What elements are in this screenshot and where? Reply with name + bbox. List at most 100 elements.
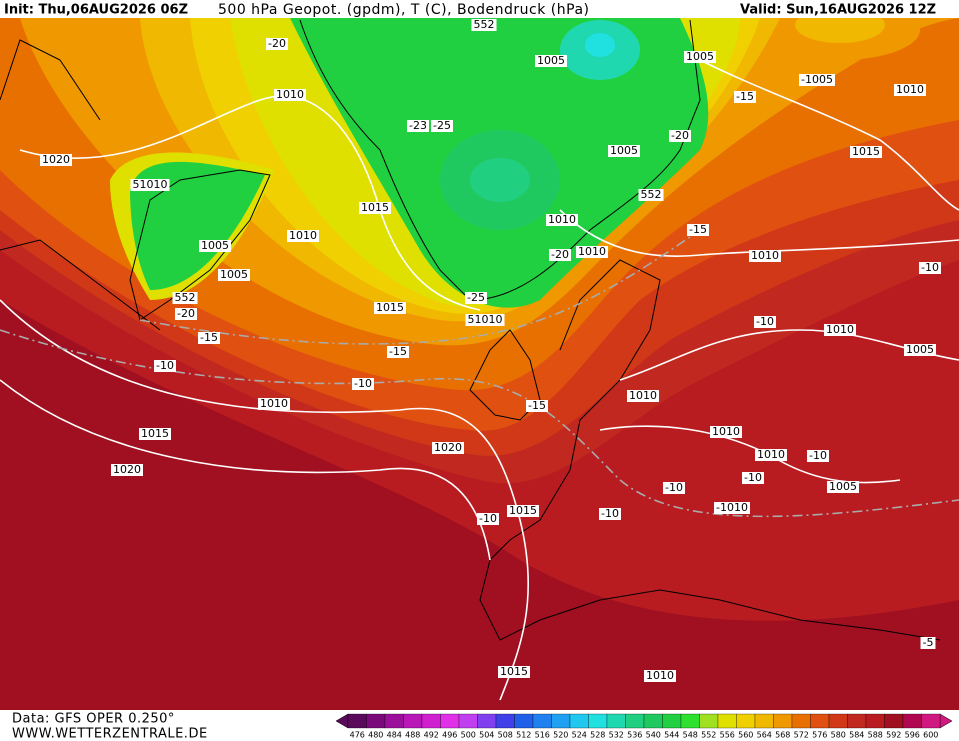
colorbar-cell <box>551 713 571 729</box>
isobar <box>0 379 491 561</box>
contour-label-box <box>154 360 176 372</box>
colorbar-label: 572 <box>794 731 809 740</box>
contour-label: -10 <box>919 261 941 274</box>
colorbar-label: 560 <box>738 731 753 740</box>
site-name: WWW.WETTERZENTRALE.DE <box>12 727 208 741</box>
colorbar-label: 488 <box>405 731 420 740</box>
colorbar-cell <box>921 713 941 729</box>
contour-label: 552 <box>471 18 497 31</box>
colorbar-cell <box>440 713 460 729</box>
contour-label-box <box>139 428 171 440</box>
contour-label-text: -15 <box>689 223 707 236</box>
contour-label: 1010 <box>824 323 856 336</box>
contour-label-text: 1010 <box>289 229 317 242</box>
map-fields <box>0 0 959 710</box>
contour-label: 1005 <box>904 343 936 356</box>
contour-label-text: 1015 <box>852 145 880 158</box>
contour-label-box <box>198 332 220 344</box>
colorbar-cell <box>773 713 793 729</box>
contour-label-box <box>199 240 231 252</box>
colorbar-cell <box>736 713 756 729</box>
colorbar-label: 528 <box>590 731 605 740</box>
field-528 <box>585 33 615 57</box>
contour-label-text: -10 <box>809 449 827 462</box>
contour-label: 1020 <box>432 441 464 454</box>
contour-label-text: -25 <box>433 119 451 132</box>
contour-label: 1015 <box>498 665 530 678</box>
colorbar-label: 564 <box>757 731 772 740</box>
contour-label-text: 1005 <box>906 343 934 356</box>
colorbar-label: 508 <box>498 731 513 740</box>
contour-label-text: 552 <box>641 188 662 201</box>
colorbar-cell <box>717 713 737 729</box>
colorbar-cell <box>902 713 922 729</box>
contour-label-text: -20 <box>268 37 286 50</box>
contour-label-text: 1015 <box>509 504 537 517</box>
contour-label-box <box>754 316 776 328</box>
colorbar-label: 504 <box>479 731 494 740</box>
contour-label-text: 1010 <box>751 249 779 262</box>
contour-label-box <box>919 262 941 274</box>
contour-label-box <box>287 230 319 242</box>
contour-label: -10 <box>352 377 374 390</box>
contour-label-box <box>40 154 72 166</box>
contour-labels: -20 1010 552 1005 1005 -1005 1010 -15 -23 -25 1020… <box>40 18 941 682</box>
contour-label: -15 <box>734 90 756 103</box>
colorbar-label: 580 <box>831 731 846 740</box>
contour-label-box <box>627 390 659 402</box>
valid-time: Valid: Sun,16AUG2026 12Z <box>740 3 936 18</box>
colorbar-label: 540 <box>646 731 661 740</box>
colorbar-cell <box>532 713 552 729</box>
contour-label-text: 1010 <box>548 213 576 226</box>
contour-label-text: -15 <box>528 399 546 412</box>
colorbar-label: 588 <box>868 731 883 740</box>
contour-label-text: 1010 <box>712 425 740 438</box>
contour-label-box <box>432 442 464 454</box>
contour-label-box <box>684 51 716 63</box>
colorbar-label: 496 <box>442 731 457 740</box>
contour-label-box <box>175 308 197 320</box>
contour-label-text: 1005 <box>201 239 229 252</box>
contour-label: -5 <box>920 636 936 649</box>
contour-label-box <box>734 91 756 103</box>
contour-label-text: 51010 <box>133 178 168 191</box>
contour-label-text: 1005 <box>537 54 565 67</box>
contour-label-box <box>638 189 664 201</box>
contour-label: 1010 <box>710 425 742 438</box>
colorbar-label: 584 <box>849 731 864 740</box>
contour-label: 1015 <box>850 145 882 158</box>
contour-label-box <box>258 398 290 410</box>
colorbar-cell <box>754 713 774 729</box>
contour-label: -10 <box>477 512 499 525</box>
contour-label-box <box>850 146 882 158</box>
contour-label-box <box>274 89 306 101</box>
contour-label: -15 <box>687 223 709 236</box>
contour-label-text: -1010 <box>716 501 748 514</box>
contour-label-box <box>742 472 764 484</box>
contour-label: 1005 <box>827 480 859 493</box>
contour-label-text: 1005 <box>829 480 857 493</box>
contour-label-text: -10 <box>921 261 939 274</box>
contour-label: 1010 <box>644 669 676 682</box>
contour-label-box <box>465 314 505 326</box>
contour-label: -10 <box>663 481 685 494</box>
contour-label-text: 1010 <box>646 669 674 682</box>
field-548-w <box>130 161 265 290</box>
contour-label: 1015 <box>139 427 171 440</box>
contour-label: 1015 <box>507 504 539 517</box>
contour-label: 552 <box>638 188 664 201</box>
contour-label-text: -10 <box>479 512 497 525</box>
contour-label-box <box>387 346 409 358</box>
contour-label-text: -10 <box>354 377 372 390</box>
isotherm <box>0 329 959 518</box>
contour-label-text: -15 <box>389 345 407 358</box>
contour-label: 1010 <box>258 397 290 410</box>
colorbar-cell <box>791 713 811 729</box>
contour-label-box <box>549 249 571 261</box>
contour-label-box <box>807 450 829 462</box>
colorbar-cell <box>458 713 478 729</box>
contour-label-box <box>352 378 374 390</box>
contour-label-box <box>710 426 742 438</box>
contour-label-text: 1010 <box>276 88 304 101</box>
